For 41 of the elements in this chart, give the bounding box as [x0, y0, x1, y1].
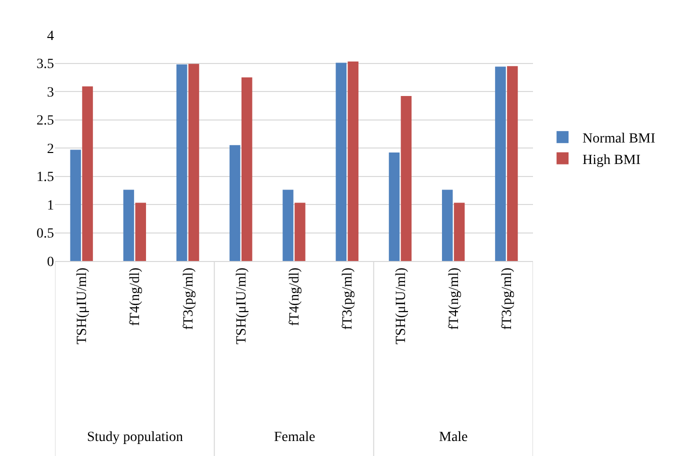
bar — [388, 152, 400, 261]
bar — [495, 66, 506, 261]
bar — [348, 62, 358, 261]
y-tick-label: 1.5 — [36, 170, 54, 186]
bar — [230, 145, 240, 261]
legend-label: High BMI — [582, 152, 641, 168]
y-tick-label: 4 — [47, 28, 54, 44]
y-tick-label: 0 — [47, 254, 54, 270]
x-tick-label: fT4(ng/dl) — [128, 267, 144, 326]
x-tick-label: TSH(μIU/ml) — [234, 267, 250, 344]
x-tick-label: fT3(pg/ml) — [181, 267, 196, 330]
bar — [135, 202, 146, 261]
text: Female — [274, 430, 316, 445]
bar — [241, 77, 252, 261]
x-tick-label: TSH(μIU/ml) — [75, 267, 90, 344]
bar — [188, 64, 200, 261]
bar — [400, 96, 412, 261]
bar — [507, 66, 518, 261]
x-tick-label: fT4(ng/dl) — [288, 267, 303, 326]
text: Study population — [87, 430, 184, 445]
text: Male — [439, 430, 468, 445]
bar — [442, 190, 453, 261]
y-tick-label: 3.5 — [36, 57, 54, 72]
bar — [454, 202, 465, 261]
x-tick-label: fT3(pg/ml) — [340, 267, 356, 330]
y-tick-label: 2 — [47, 142, 54, 157]
legend-label: Normal BMI — [582, 132, 656, 147]
bar — [70, 150, 81, 261]
x-tick-label: TSH(μIU/ml) — [394, 267, 409, 344]
bar — [176, 64, 188, 261]
bar — [294, 202, 306, 261]
y-tick-label: 2.5 — [36, 114, 54, 129]
y-tick-label: 1 — [47, 198, 54, 214]
y-tick-label: 3 — [47, 85, 54, 100]
y-tick-label: 0.5 — [36, 226, 54, 242]
bar — [336, 62, 347, 261]
bar — [282, 190, 294, 261]
x-tick-label: fT4(ng/ml) — [446, 267, 462, 330]
bar — [82, 86, 93, 261]
bar — [123, 190, 134, 261]
x-tick-label: fT3(pg/ml) — [500, 267, 515, 330]
